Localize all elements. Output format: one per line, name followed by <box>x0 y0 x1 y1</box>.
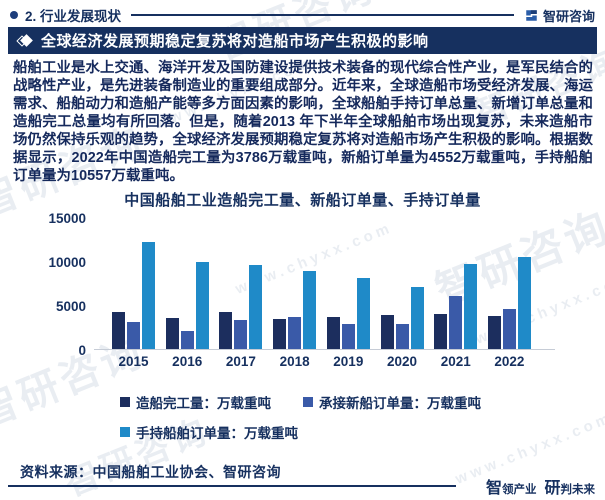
bar-series-2 <box>127 321 140 349</box>
bar-series-3 <box>142 241 155 349</box>
legend-swatch <box>120 427 130 437</box>
bar-group: 2016 <box>165 218 209 369</box>
y-tick-label: 10000 <box>48 255 86 270</box>
body-paragraph: 船舶工业是水上交通、海洋开发及国防建设提供技术装备的现代综合性产业，是军民结合的… <box>13 60 593 184</box>
bar-group: 2018 <box>273 218 317 369</box>
bar-series-1 <box>219 311 233 349</box>
top-rule <box>131 14 514 16</box>
x-tick-label: 2021 <box>440 354 471 369</box>
bar-group: 2017 <box>219 218 263 369</box>
bar-group: 2020 <box>380 218 424 369</box>
bar-series-2 <box>395 323 409 349</box>
bar-series-3 <box>356 277 370 349</box>
bar-group: 2015 <box>112 218 155 369</box>
bar-series-2 <box>180 330 194 349</box>
footer-line <box>8 485 456 487</box>
bar-series-2 <box>449 295 463 349</box>
x-tick-label: 2018 <box>279 354 310 369</box>
y-axis: 0 5000 10000 15000 <box>0 211 86 358</box>
bar-group: 2019 <box>326 218 370 369</box>
x-tick-label: 2017 <box>225 354 256 369</box>
legend-swatch <box>303 397 313 407</box>
banner-heading: 全球经济发展预期稳定复苏将对造船市场产生积极的影响 <box>8 27 597 54</box>
slogan-part: 研 <box>544 480 561 497</box>
legend-item: 手持船舶订单量：万载重吨 <box>120 422 298 442</box>
brand-logo-icon <box>526 9 537 21</box>
bar-series-3 <box>249 265 263 349</box>
legend-label: 承接新船订单量：万载重吨 <box>319 396 481 411</box>
bar-series-1 <box>326 316 340 349</box>
diamond-icon <box>16 34 33 47</box>
x-tick-label: 2022 <box>494 354 525 369</box>
slogan-part: 判未来 <box>560 484 596 496</box>
x-tick-label: 2019 <box>333 354 364 369</box>
legend-label: 手持船舶订单量：万载重吨 <box>136 426 298 441</box>
brand-logo: 智研咨询 <box>524 6 595 25</box>
top-bar: 2. 行业发展现状 智研咨询 <box>10 6 595 24</box>
footer-rule: 智 领产业 研 判未来 <box>8 474 595 498</box>
bar-series-3 <box>195 262 209 349</box>
bar-series-1 <box>165 318 179 349</box>
bar-group: 2022 <box>487 218 531 369</box>
legend-row-1: 造船完工量：万载重吨 承接新船订单量：万载重吨 <box>120 392 481 412</box>
bar-group: 2021 <box>434 218 478 369</box>
bar-series-3 <box>517 256 531 349</box>
bar-series-2 <box>502 309 516 349</box>
brand-name: 智研咨询 <box>542 8 595 24</box>
bar-series-2 <box>341 323 355 349</box>
legend-item: 造船完工量：万载重吨 <box>120 392 271 412</box>
bar-series-3 <box>464 264 478 349</box>
plot-area: 2015 2016 2017 2018 2019 2020 2021 2022 <box>94 218 555 369</box>
bar-series-1 <box>434 314 448 349</box>
source-note: 资料来源：中国船舶工业协会、智研咨询 <box>20 464 281 480</box>
x-tick-label: 2015 <box>118 354 149 369</box>
section-label: 2. 行业发展现状 <box>25 9 122 24</box>
legend-label: 造船完工量：万载重吨 <box>136 396 271 411</box>
bar-series-2 <box>234 319 248 349</box>
footer-slogan: 智 领产业 研 判未来 <box>486 474 595 498</box>
bar-series-1 <box>112 312 125 349</box>
bar-chart: 0 5000 10000 15000 2015 2016 2017 2018 2019 2020… <box>0 211 605 380</box>
slogan-part: 领产业 <box>501 484 537 496</box>
legend-swatch <box>120 397 130 407</box>
bar-series-1 <box>487 315 501 349</box>
y-tick-label: 0 <box>78 343 86 358</box>
y-tick-label: 15000 <box>48 211 86 226</box>
x-tick-label: 2020 <box>386 354 418 369</box>
banner-title: 全球经济发展预期稳定复苏将对造船市场产生积极的影响 <box>41 33 429 50</box>
x-tick-label: 2016 <box>172 354 203 369</box>
bar-series-1 <box>273 318 287 349</box>
bar-series-3 <box>303 271 317 349</box>
chart-legend: 造船完工量：万载重吨 承接新船订单量：万载重吨 手持船舶订单量：万载重吨 <box>120 392 481 452</box>
legend-row-2: 手持船舶订单量：万载重吨 <box>120 422 481 442</box>
legend-item: 承接新船订单量：万载重吨 <box>303 392 481 412</box>
y-tick-label: 5000 <box>55 299 86 314</box>
bar-series-1 <box>380 315 394 349</box>
bar-series-2 <box>288 316 302 349</box>
bullet-icon <box>10 11 18 19</box>
bar-series-3 <box>410 286 424 349</box>
chart-title: 中国船舶工业造船完工量、新船订单量、手持订单量 <box>124 192 481 209</box>
slogan-part: 智 <box>485 480 502 497</box>
